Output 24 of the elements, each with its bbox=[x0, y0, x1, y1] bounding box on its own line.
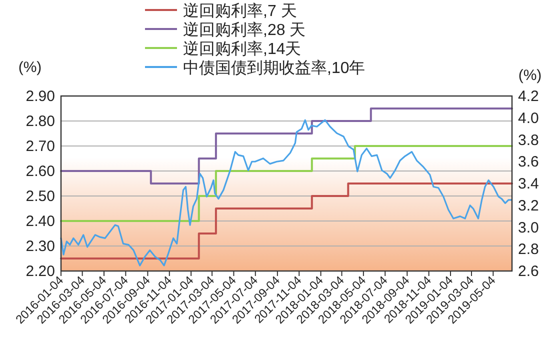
y2-axis-title: (%) bbox=[518, 67, 542, 84]
y-tick-label: 2.30 bbox=[26, 238, 55, 255]
y-axis-title: (%) bbox=[18, 59, 42, 76]
legend-label: 逆回购利率,14天 bbox=[183, 40, 302, 58]
y-tick-label: 2.90 bbox=[26, 88, 55, 105]
y2-tick-label: 3.2 bbox=[518, 197, 539, 214]
y2-tick-label: 3.6 bbox=[518, 154, 539, 171]
line-series bbox=[60, 119, 512, 266]
legend-label: 逆回购利率,28 天 bbox=[183, 21, 306, 39]
y2-tick-label: 2.6 bbox=[518, 263, 539, 280]
y-tick-label: 2.70 bbox=[26, 138, 55, 155]
y-tick-label: 2.80 bbox=[26, 113, 55, 130]
y2-tick-label: 3.4 bbox=[518, 176, 539, 192]
y2-tick-label: 4.0 bbox=[518, 110, 539, 127]
y2-tick-label: 2.8 bbox=[518, 241, 539, 258]
y2-tick-label: 3.8 bbox=[518, 132, 539, 149]
y-tick-label: 2.40 bbox=[26, 213, 55, 230]
y-tick-label: 2.20 bbox=[26, 263, 55, 280]
y2-tick-label: 4.2 bbox=[518, 88, 539, 105]
y2-tick-label: 3.0 bbox=[518, 219, 539, 236]
legend-label: 逆回购利率,7 天 bbox=[183, 2, 297, 20]
y-tick-label: 2.50 bbox=[26, 188, 55, 205]
y-tick-label: 2.60 bbox=[26, 163, 55, 180]
legend-label: 中债国债到期收益率,10年 bbox=[183, 59, 366, 77]
